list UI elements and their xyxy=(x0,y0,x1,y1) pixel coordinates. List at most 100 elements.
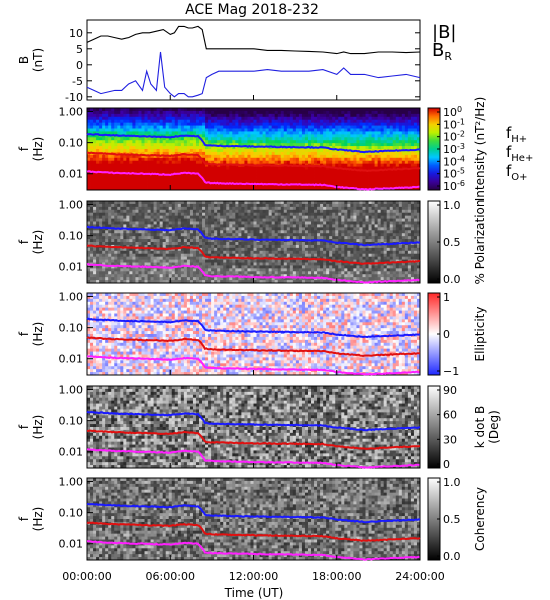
colorbar-3: 90 60 30 0 k dot B (Deg) xyxy=(427,384,501,471)
gyro-line-1-panel-3 xyxy=(87,429,421,450)
colorbar-label-0: Intensity (nT²/Hz) xyxy=(473,97,487,202)
spec-ylabel-0: f xyxy=(17,146,31,151)
gyro-line-0-panel-3 xyxy=(86,410,421,432)
panel-b-frame xyxy=(86,19,421,101)
legend-f-h: fH+ xyxy=(506,124,527,145)
x-tick-label-0: 00:00:00 xyxy=(62,570,111,583)
colorbar-tick-label-4-0: 1.0 xyxy=(443,476,461,489)
spec-tick-label-0-1: 0.10 xyxy=(59,137,84,150)
gyro-line-2-panel-1 xyxy=(86,263,421,284)
b-tick-label-0: -10 xyxy=(65,91,83,104)
spec-ylabel-unit-0: (Hz) xyxy=(31,137,45,162)
spec-tick-label-0-2: 0.01 xyxy=(59,168,84,181)
colorbar-1: 1.0 0.5 0.0 % Polarization xyxy=(427,199,487,286)
b-tick-label-1: -5 xyxy=(72,75,83,88)
gyro-line-0-panel-0 xyxy=(86,132,421,154)
spectral-panels: 1.000.100.01f (Hz)10010-110-210-310-410-5… xyxy=(17,97,501,563)
b-ylabel-unit: (nT) xyxy=(31,48,45,72)
colorbar-tick-label-0-0: 100 xyxy=(443,105,462,119)
spec-tick-label-4-1: 0.10 xyxy=(59,507,84,520)
colorbar-2: 1 0 −1 Ellipticity xyxy=(427,291,487,378)
x-axis-label: Time (UT) xyxy=(224,586,284,600)
x-tick-label-2: 12:00:00 xyxy=(229,570,278,583)
b-series-1 xyxy=(86,51,421,98)
colorbar-swatch-3 xyxy=(427,385,441,469)
spectrogram-image-1 xyxy=(87,201,421,284)
colorbar-tick-label-0-2: 10-2 xyxy=(443,130,465,144)
colorbar-4: 1.0 0.5 0.0 Coherency xyxy=(427,476,487,563)
gyro-line-0-panel-1 xyxy=(86,225,421,247)
time-axis: 00:00:00 06:00:00 12:00:00 18:00:00 24:00:00 xyxy=(62,95,445,583)
colorbar-tick-label-0-5: 10-5 xyxy=(443,167,465,181)
spec-tick-label-1-1: 0.10 xyxy=(59,230,84,243)
spec-tick-label-1-2: 0.01 xyxy=(59,261,84,274)
spec-tick-label-3-0: 1.00 xyxy=(59,384,84,397)
colorbar-label-1: % Polarization xyxy=(473,200,487,285)
spec-tick-label-3-1: 0.10 xyxy=(59,415,84,428)
spec-tick-label-3-2: 0.01 xyxy=(59,446,84,459)
colorbar-tick-label-1-1: 0.5 xyxy=(443,236,461,249)
colorbar-tick-label-3-2: 30 xyxy=(443,433,457,446)
legend-f-o: fO+ xyxy=(506,162,528,183)
spectrogram-image-4 xyxy=(87,478,421,561)
b-y-ticks: -10 -5 0 5 10 xyxy=(65,27,420,104)
gyro-line-2-panel-4 xyxy=(86,540,421,561)
colorbar-label2-3: (Deg) xyxy=(487,410,501,444)
spec-tick-label-1-0: 1.00 xyxy=(59,199,84,212)
spec-ylabel-2: f xyxy=(17,331,31,336)
b-ylabel: B xyxy=(17,56,31,64)
colorbar-tick-label-4-2: 0.0 xyxy=(443,550,461,563)
spec-ylabel-unit-1: (Hz) xyxy=(31,230,45,255)
spec-panel-intensity: 1.00 0.10 0.01 f (Hz) 10010-110-210-310-410-5… xyxy=(17,97,487,202)
spectrogram-image-3 xyxy=(87,386,421,469)
spec-ylabel-3: f xyxy=(17,424,31,429)
spec-panel-k-dot-b: 1.00 0.10 0.01 f (Hz) 90 60 30 0 k dot B (Deg) xyxy=(17,384,501,471)
colorbar-tick-label-2-1: 0 xyxy=(443,328,450,341)
spec-panel-polarization: 1.00 0.10 0.01 f (Hz) 1.0 0.5 0.0 % Polarization xyxy=(17,199,487,286)
spec-tick-label-2-0: 1.00 xyxy=(59,291,84,304)
gyro-line-1-panel-2 xyxy=(86,336,421,358)
legend-bmag: |B| xyxy=(432,22,456,43)
colorbar-tick-label-0-4: 10-4 xyxy=(443,154,465,168)
gyro-line-1-panel-4 xyxy=(86,521,421,542)
gyro-line-0-panel-2 xyxy=(86,317,421,339)
spec-tick-label-4-2: 0.01 xyxy=(59,538,84,551)
x-tick-label-4: 24:00:00 xyxy=(395,570,444,583)
chart-title: ACE Mag 2018-232 xyxy=(185,2,319,18)
colorbar-tick-label-3-1: 60 xyxy=(443,409,457,422)
spec-tick-label-2-2: 0.01 xyxy=(59,353,84,366)
colorbar-tick-label-3-0: 90 xyxy=(443,384,457,397)
spec-tick-label-2-1: 0.10 xyxy=(59,322,84,335)
gyro-line-1-panel-1 xyxy=(86,244,421,265)
colorbar-tick-label-0-6: 10-6 xyxy=(443,179,465,193)
legend-br: BR xyxy=(432,40,452,63)
spec-ylabel-unit-4: (Hz) xyxy=(31,507,45,532)
colorbar-tick-label-0-3: 10-3 xyxy=(443,142,465,156)
spec-ylabel-4: f xyxy=(17,516,31,521)
spec-panel-ellipticity: 1.00 0.10 0.01 f (Hz) 1 0 −1 Ellipticity xyxy=(17,291,487,378)
spectrogram-image-0 xyxy=(87,108,421,191)
spec-ylabel-unit-2: (Hz) xyxy=(31,322,45,347)
colorbar-tick-label-4-1: 0.5 xyxy=(443,513,461,526)
legend-f-he: fHe+ xyxy=(506,143,533,164)
gyro-line-2-panel-0 xyxy=(86,170,421,191)
colorbar-tick-label-0-1: 10-1 xyxy=(443,117,465,131)
gyro-line-2-panel-2 xyxy=(86,355,421,376)
colorbar-label-4: Coherency xyxy=(473,487,487,551)
b-field-curves xyxy=(86,25,421,98)
colorbar-tick-label-2-2: −1 xyxy=(443,365,459,378)
colorbar-label-3: k dot B xyxy=(473,406,487,448)
spec-ylabel-1: f xyxy=(17,239,31,244)
b-tick-label-4: 10 xyxy=(69,27,83,40)
x-tick-label-1: 06:00:00 xyxy=(146,570,195,583)
colorbar-label-2: Ellipticity xyxy=(473,307,487,362)
colorbar-tick-label-2-0: 1 xyxy=(443,291,450,304)
colorbar-tick-label-1-2: 0.0 xyxy=(443,273,461,286)
gyro-line-1-panel-0 xyxy=(86,151,421,173)
b-tick-label-3: 5 xyxy=(76,43,83,56)
gyro-line-0-panel-4 xyxy=(86,502,421,524)
spec-tick-label-0-0: 1.00 xyxy=(59,106,84,119)
spectrogram-image-2 xyxy=(87,293,421,376)
